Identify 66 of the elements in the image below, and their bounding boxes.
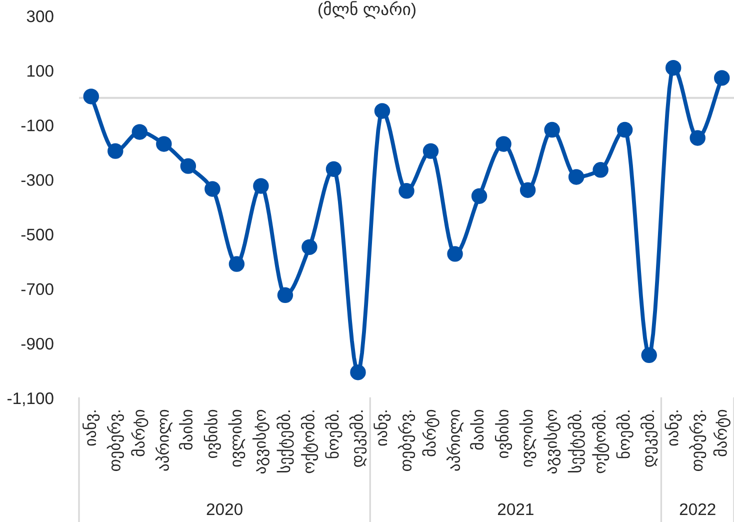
x-tick-label: სექტემბ.	[276, 410, 294, 472]
x-tick-label: ნოემბ.	[616, 410, 634, 458]
point	[180, 158, 196, 174]
x-tick-label: თებერვ.	[398, 410, 416, 471]
x-tick-label: ივნისი	[495, 410, 512, 458]
x-tick-label: აპრილი	[446, 410, 464, 471]
x-tick-label: აგვისტო	[544, 410, 561, 474]
x-tick-label: იანვ.	[82, 410, 100, 446]
point	[277, 287, 294, 303]
point	[665, 60, 682, 76]
text: 2020	[206, 503, 242, 516]
x-tick-label: დეკემბ.	[640, 410, 658, 467]
point	[204, 181, 220, 197]
point	[398, 183, 414, 199]
y-tick-label: 100	[27, 64, 54, 77]
x-tick-label: ივლისი	[228, 410, 246, 467]
x-tick-label: ნოემბ.	[325, 410, 342, 458]
point	[374, 103, 390, 119]
point	[228, 256, 245, 272]
x-tick-label: იანვ.	[664, 410, 682, 446]
y-tick-label: -900	[21, 338, 54, 350]
chart-title: (მლნ ლარი)	[318, 1, 416, 19]
point	[83, 88, 99, 104]
point	[496, 136, 512, 152]
x-tick-label: ივლისი	[519, 410, 536, 467]
point	[714, 70, 730, 86]
point	[132, 124, 148, 140]
x-tick-label: თებერვ.	[689, 410, 706, 471]
text: 2021	[498, 503, 534, 516]
x-tick-label: მარტი	[422, 410, 440, 456]
x-tick-label: ოქტომბ.	[592, 410, 610, 474]
y-tick-label: -1,100	[7, 392, 54, 406]
x-tick-label: ოქტომბ.	[300, 410, 318, 474]
x-tick-label: მაისი	[178, 410, 193, 450]
point	[302, 239, 318, 255]
x-tick-label: მარტი	[131, 410, 148, 456]
point	[447, 246, 463, 262]
point	[616, 122, 633, 138]
y-tick-label: -300	[21, 174, 54, 186]
point	[544, 122, 560, 138]
x-tick-label: აგვისტო	[252, 410, 270, 474]
y-tick-label: 300	[26, 10, 54, 22]
point	[108, 143, 124, 159]
point	[156, 136, 172, 152]
x-tick-label: დეკემბ.	[349, 410, 367, 467]
point	[350, 364, 366, 380]
point	[471, 188, 488, 204]
x-tick-label: სექტემბ.	[568, 410, 585, 472]
x-tick-label: ივნისი	[204, 410, 221, 458]
y-tick-label: -100	[21, 120, 54, 132]
y-tick-label: -500	[21, 228, 54, 240]
point	[422, 143, 439, 159]
point	[326, 161, 342, 177]
x-tick-label: თებერვ.	[106, 410, 124, 471]
text: 2022	[680, 503, 716, 516]
x-tick-label: მაისი	[470, 410, 484, 450]
x-tick-label: იანვ.	[374, 410, 391, 446]
point	[520, 182, 536, 198]
point	[253, 178, 269, 194]
point	[568, 169, 584, 185]
x-tick-label: აპრილი	[155, 410, 172, 471]
point	[641, 347, 657, 364]
x-tick-label: მარტი	[713, 410, 730, 456]
point	[592, 162, 608, 178]
point	[690, 130, 706, 146]
y-tick-label: -700	[21, 283, 54, 296]
